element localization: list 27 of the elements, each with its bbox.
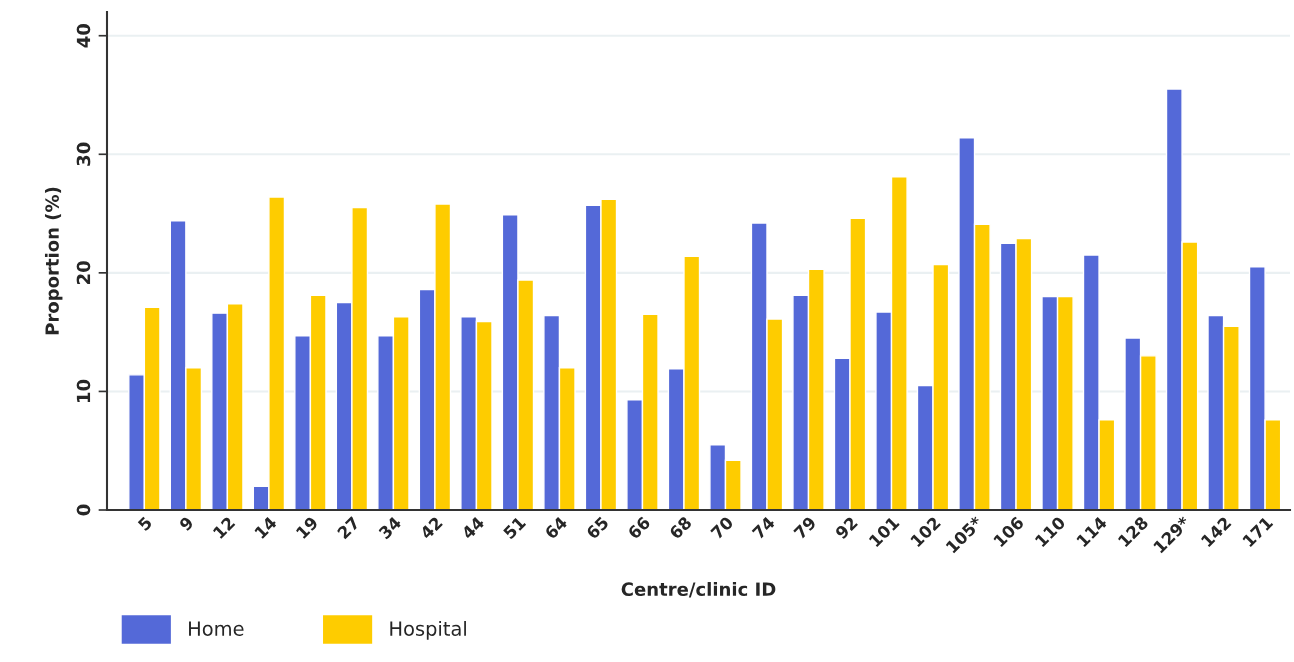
- x-tick-label: 68: [668, 515, 693, 540]
- x-tick-label: 66: [627, 515, 651, 540]
- x-tick-label: 12: [212, 516, 236, 539]
- y-tick-label: 0: [76, 504, 91, 516]
- legend-label: Hospital: [390, 620, 466, 640]
- x-tick-label: 65: [585, 515, 610, 540]
- x-tick-label: 74: [751, 515, 776, 540]
- y-axis-title: Proportion (%): [44, 187, 63, 335]
- x-tick-label: 27: [336, 516, 360, 540]
- y-tick-label: 10: [76, 379, 91, 402]
- x-tick-label: 92: [834, 516, 859, 540]
- x-tick-label: 64: [544, 515, 569, 540]
- x-tick-label: 34: [378, 515, 402, 540]
- x-tick-label: 14: [254, 515, 278, 539]
- x-tick-label: 42: [419, 516, 443, 540]
- y-tick-label: 40: [76, 24, 91, 48]
- y-tick-label: 30: [76, 142, 91, 166]
- x-axis-title: Centre/clinic ID: [621, 582, 776, 598]
- y-tick-label: 20: [76, 261, 91, 284]
- x-tick-label: 44: [460, 515, 485, 540]
- x-tick-label: 19: [295, 515, 319, 540]
- x-tick-label: 79: [793, 515, 817, 540]
- x-tick-label: 9: [178, 515, 195, 532]
- legend-label: Home: [189, 621, 244, 636]
- x-tick-label: 5: [137, 516, 153, 532]
- x-tick-label: 70: [710, 515, 735, 540]
- x-tick-label: 51: [502, 516, 527, 540]
